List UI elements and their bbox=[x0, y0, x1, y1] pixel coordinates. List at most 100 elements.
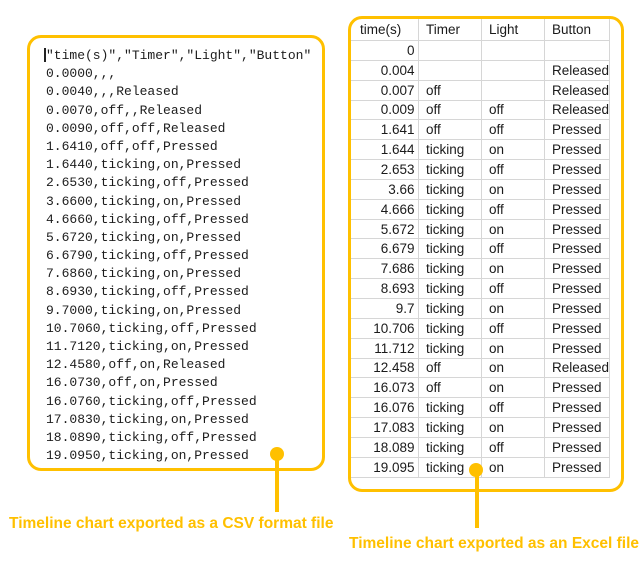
table-row: 3.66 ticking on Pressed bbox=[351, 179, 611, 200]
table-row: 19.095 ticking on Pressed bbox=[351, 457, 611, 478]
table-cell: Pressed bbox=[544, 298, 611, 319]
table-cell bbox=[481, 80, 545, 101]
csv-line: 1.6410,off,off,Pressed bbox=[46, 138, 218, 154]
table-cell: ticking bbox=[418, 219, 482, 240]
table-cell: on bbox=[481, 417, 545, 438]
csv-line: 9.7000,ticking,on,Pressed bbox=[46, 302, 242, 318]
table-cell: off bbox=[481, 119, 545, 141]
column-header: time(s) bbox=[351, 19, 419, 41]
table-cell: 1.641 bbox=[351, 119, 419, 141]
table-cell: ticking bbox=[418, 298, 482, 319]
table-cell: 5.672 bbox=[351, 219, 419, 240]
table-cell: on bbox=[481, 258, 545, 280]
csv-line: 0.0070,off,,Released bbox=[46, 102, 203, 118]
table-cell: 3.66 bbox=[351, 179, 419, 200]
table-cell: ticking bbox=[418, 159, 482, 180]
table-cell: 6.679 bbox=[351, 238, 419, 260]
table-cell: Pressed bbox=[544, 377, 611, 399]
csv-line: "time(s)","Timer","Light","Button" bbox=[43, 47, 316, 65]
csv-line: 7.6860,ticking,on,Pressed bbox=[46, 266, 242, 282]
table-row: 5.672 ticking on Pressed bbox=[351, 219, 611, 240]
table-cell: ticking bbox=[418, 238, 482, 260]
table-cell: 0.007 bbox=[351, 80, 419, 101]
table-cell: on bbox=[481, 338, 545, 359]
table-row: 12.458 off on Released bbox=[351, 358, 611, 379]
table-cell: 16.073 bbox=[351, 377, 419, 399]
table-cell: off bbox=[418, 377, 482, 399]
table-cell: Pressed bbox=[544, 457, 611, 478]
excel-table-body: 0 0.004 Released 0.007 off Released 0.009 off of… bbox=[351, 40, 611, 478]
table-cell: 0 bbox=[351, 40, 419, 61]
csv-line: 0.0000,,, bbox=[46, 66, 117, 82]
csv-line: 4.6660,ticking,off,Pressed bbox=[46, 211, 249, 227]
table-cell: Released bbox=[544, 358, 611, 379]
csv-line: 17.0830,ticking,on,Pressed bbox=[46, 411, 249, 427]
table-cell: on bbox=[481, 179, 545, 200]
csv-line: 2.6530,ticking,off,Pressed bbox=[46, 175, 249, 191]
csv-line: 16.0760,ticking,off,Pressed bbox=[46, 393, 257, 409]
text-cursor-icon bbox=[43, 48, 46, 62]
table-row: 1.641 off off Pressed bbox=[351, 119, 611, 141]
excel-file-panel: time(s) Timer Light Button 0 0.004 Released 0.… bbox=[348, 16, 624, 492]
excel-header-row: time(s) Timer Light Button bbox=[351, 19, 611, 41]
excel-caption: Timeline chart exported as an Excel file bbox=[349, 535, 640, 552]
table-cell: Pressed bbox=[544, 258, 611, 280]
excel-table: time(s) Timer Light Button 0 0.004 Released 0.… bbox=[351, 19, 611, 478]
table-cell: 12.458 bbox=[351, 358, 419, 379]
table-row: 0.009 off off Released bbox=[351, 100, 611, 121]
table-cell: off bbox=[481, 100, 545, 121]
table-cell: ticking bbox=[418, 457, 482, 478]
table-row: 6.679 ticking off Pressed bbox=[351, 238, 611, 260]
csv-line: 0.0040,,,Released bbox=[46, 84, 179, 100]
table-cell: 11.712 bbox=[351, 338, 419, 359]
csv-line: 11.7120,ticking,on,Pressed bbox=[46, 339, 249, 354]
table-cell: 10.706 bbox=[351, 318, 419, 339]
table-cell: off bbox=[481, 397, 545, 419]
column-header: Button bbox=[544, 19, 611, 41]
table-cell: Pressed bbox=[544, 119, 611, 141]
csv-caption: Timeline chart exported as a CSV format … bbox=[9, 515, 334, 532]
csv-line: 6.6790,ticking,off,Pressed bbox=[46, 248, 249, 264]
table-row: 7.686 ticking on Pressed bbox=[351, 258, 611, 280]
table-cell: off bbox=[481, 437, 545, 458]
table-cell bbox=[481, 40, 545, 61]
table-cell: off bbox=[418, 80, 482, 101]
table-cell: 18.089 bbox=[351, 437, 419, 458]
table-cell: on bbox=[481, 298, 545, 319]
table-cell: 7.686 bbox=[351, 258, 419, 280]
table-cell: on bbox=[481, 139, 545, 161]
table-cell bbox=[418, 60, 482, 81]
table-cell: on bbox=[481, 358, 545, 379]
table-cell: Pressed bbox=[544, 199, 611, 220]
table-cell: off bbox=[418, 358, 482, 379]
table-cell: off bbox=[481, 199, 545, 220]
table-cell: ticking bbox=[418, 179, 482, 200]
table-cell: 0.004 bbox=[351, 60, 419, 81]
table-cell: Pressed bbox=[544, 139, 611, 161]
table-cell: Pressed bbox=[544, 219, 611, 240]
table-cell: ticking bbox=[418, 338, 482, 359]
table-cell: 9.7 bbox=[351, 298, 419, 319]
table-cell: ticking bbox=[418, 437, 482, 458]
table-row: 1.644 ticking on Pressed bbox=[351, 139, 611, 161]
csv-line: 10.7060,ticking,off,Pressed bbox=[46, 320, 257, 336]
table-row: 4.666 ticking off Pressed bbox=[351, 199, 611, 220]
table-cell bbox=[418, 40, 482, 61]
table-cell: ticking bbox=[418, 258, 482, 280]
column-header: Timer bbox=[418, 19, 482, 41]
table-cell: Pressed bbox=[544, 179, 611, 200]
table-cell: Pressed bbox=[544, 397, 611, 419]
table-cell: 8.693 bbox=[351, 278, 419, 299]
table-row: 16.076 ticking off Pressed bbox=[351, 397, 611, 419]
table-cell: on bbox=[481, 219, 545, 240]
column-header: Light bbox=[481, 19, 545, 41]
table-cell: ticking bbox=[418, 397, 482, 419]
csv-line: 0.0090,off,off,Released bbox=[46, 120, 226, 136]
table-cell: off bbox=[481, 238, 545, 260]
table-cell bbox=[544, 40, 611, 61]
table-row: 16.073 off on Pressed bbox=[351, 377, 611, 399]
table-cell: off bbox=[481, 318, 545, 339]
csv-file-panel: "time(s)","Timer","Light","Button" 0.0000… bbox=[27, 35, 325, 471]
table-row: 17.083 ticking on Pressed bbox=[351, 417, 611, 438]
table-cell: ticking bbox=[418, 139, 482, 161]
